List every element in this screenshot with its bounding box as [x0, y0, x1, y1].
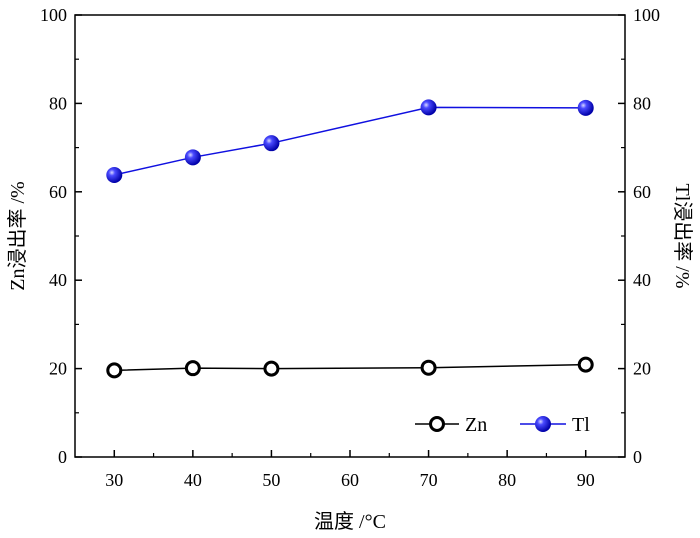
legend-zn-label: Zn: [465, 414, 487, 436]
data-point-zn: [106, 362, 123, 379]
y-tick-label-right: 40: [633, 270, 651, 290]
y-tick-label-left: 0: [58, 447, 67, 467]
x-tick-label: 40: [184, 470, 202, 490]
x-tick-label: 80: [498, 470, 516, 490]
data-point-tl: [184, 149, 201, 166]
data-point-zn: [184, 360, 201, 377]
legend: Zn Tl: [415, 414, 590, 436]
y-axis-title-left: Zn浸出率 /%: [6, 181, 29, 290]
y-tick-label-right: 60: [633, 182, 651, 202]
plot-frame: [74, 14, 626, 458]
y-tick-label-left: 100: [40, 5, 67, 25]
y-tick-label-right: 20: [633, 359, 651, 379]
y-tick-label-left: 40: [49, 270, 67, 290]
y-tick-label-right: 80: [633, 93, 651, 113]
data-point-zn: [263, 360, 280, 377]
data-point-tl: [263, 135, 280, 152]
legend-tl-marker: [535, 416, 551, 432]
legend-zn-marker: [429, 416, 445, 432]
y-axis-title-right: Tl浸出率 /%: [671, 184, 694, 289]
x-tick-label: 30: [105, 470, 123, 490]
y-tick-label-right: 0: [633, 447, 642, 467]
data-point-zn: [577, 356, 594, 373]
x-tick-label: 90: [577, 470, 595, 490]
data-point-tl: [577, 99, 594, 116]
y-tick-label-right: 100: [633, 5, 660, 25]
y-tick-label-left: 20: [49, 359, 67, 379]
y-tick-label-left: 80: [49, 93, 67, 113]
x-tick-label: 70: [420, 470, 438, 490]
x-tick-label: 50: [262, 470, 280, 490]
data-point-zn: [420, 359, 437, 376]
data-point-tl: [106, 167, 123, 184]
legend-tl-label: Tl: [572, 414, 590, 436]
series-layer: [106, 99, 594, 379]
series-line-tl: [114, 106, 586, 176]
data-point-tl: [420, 99, 437, 116]
x-axis-title: 温度 /°C: [314, 510, 386, 533]
axis-ticks: 30 40 50 60 70 80 90 0 0 20 20 40 40 60 60 80 80 100 100: [40, 5, 660, 490]
y-tick-label-left: 60: [49, 182, 67, 202]
x-tick-label: 60: [341, 470, 359, 490]
